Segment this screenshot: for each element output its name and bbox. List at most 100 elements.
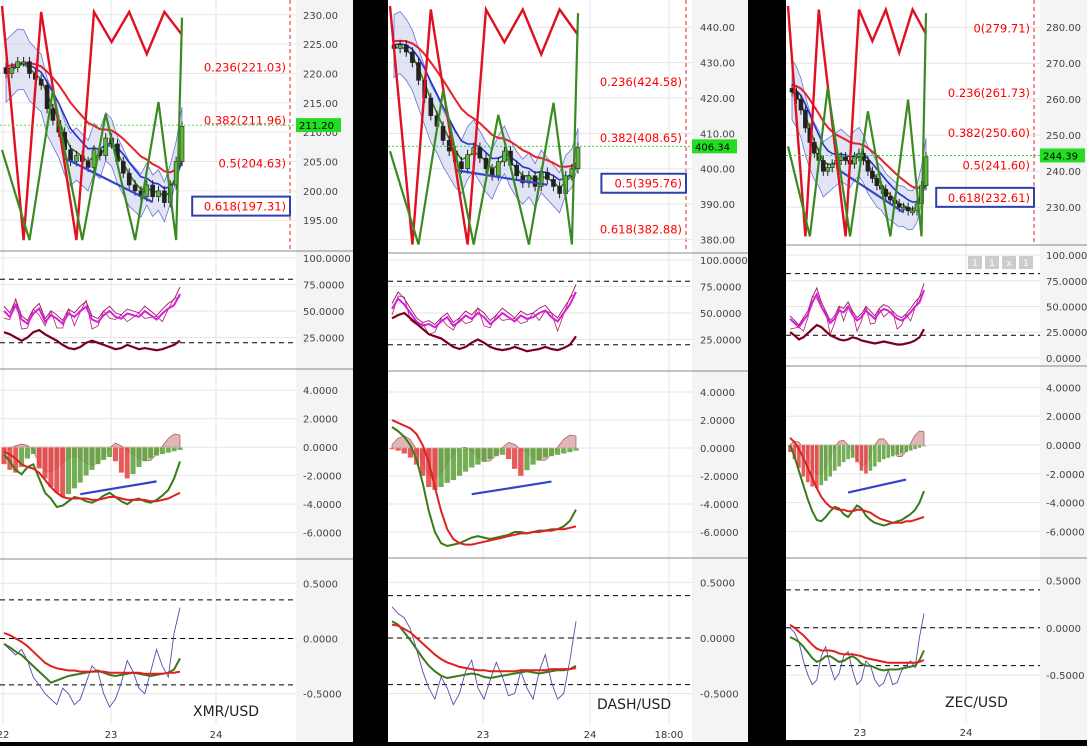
candle-body	[820, 160, 826, 172]
macd-histogram-bar	[837, 444, 842, 467]
candle-body	[410, 51, 415, 63]
ema-red-line	[5, 61, 183, 174]
price-pane: 440.00 430.00 420.00 410.00 400.00 390.00 380.…	[388, 5, 737, 247]
price-tick-label: 390.00	[700, 200, 735, 211]
price-axis-background	[1040, 0, 1087, 740]
zigzag-red-line	[786, 5, 928, 237]
macd-tick-label: -2.0000	[700, 472, 739, 483]
zigzag-green-line	[786, 13, 928, 237]
candle-body	[397, 44, 403, 49]
pane-toolbar: 1 1 x 1	[968, 256, 1033, 269]
price-tick-label: 270.00	[1046, 59, 1081, 70]
candle-body	[91, 149, 97, 168]
toolbar-button[interactable]	[1019, 256, 1033, 269]
macd-tick-label: 2.0000	[700, 416, 735, 427]
rsi-slow-line	[789, 323, 925, 346]
macd-tick-label: 4.0000	[303, 386, 338, 397]
macd-histogram-bar	[560, 447, 567, 454]
fib-level-box	[935, 186, 1036, 208]
candle-body	[428, 97, 434, 116]
fib-level-box	[600, 172, 688, 194]
candle-body	[910, 210, 915, 214]
macd-histogram-bar	[395, 447, 402, 451]
fib-level-label: 0.382(250.60)	[948, 126, 1030, 140]
rsi-thin-line-2	[789, 292, 925, 336]
candle-body	[156, 190, 161, 198]
price-tick-label: 400.00	[700, 165, 735, 176]
macd-histogram-bar	[141, 447, 148, 462]
x-tick-label: 24	[584, 730, 597, 741]
macd-histogram-bar	[819, 444, 824, 486]
candle-body	[896, 203, 902, 208]
rsi-tick-label: 0.0000	[1046, 354, 1081, 365]
rsi-thin-line-2	[3, 296, 181, 330]
macd-divergence-line	[80, 480, 157, 496]
macd-histogram-bar	[841, 444, 846, 463]
candle-body	[883, 188, 889, 197]
candle-body	[121, 161, 126, 174]
fib-level-label: 0.236(424.58)	[600, 75, 682, 89]
cmf-tick-label: -0.5000	[700, 690, 739, 701]
last-price-tag	[692, 139, 737, 154]
candle-body	[150, 184, 155, 198]
candle-body	[887, 196, 893, 201]
zigzag-green-line	[388, 13, 580, 245]
cmf-thin-line	[789, 613, 925, 688]
macd-histogram-bar	[904, 444, 909, 453]
ema-red-line	[393, 39, 579, 168]
macd-histogram-bar	[899, 444, 904, 454]
cmf-thin-line	[3, 607, 181, 708]
macd-histogram-bar	[153, 447, 160, 456]
macd-histogram-bar	[468, 447, 475, 468]
macd-histogram-bar	[444, 447, 451, 484]
macd-histogram-bar	[425, 447, 432, 488]
candle-body	[520, 175, 526, 184]
macd-histogram-bar	[48, 447, 54, 488]
rsi-tick-label: 75.0000	[1046, 277, 1087, 288]
macd-histogram-bar	[130, 447, 136, 475]
rsi-tick-label: 100.0000	[1046, 251, 1087, 262]
macd-tick-label: -6.0000	[1046, 527, 1085, 538]
cmf-red-line	[3, 632, 181, 675]
candle-body	[179, 125, 185, 162]
last-price-tag	[1040, 148, 1085, 163]
macd-divergence-line	[847, 478, 907, 494]
price-tick-label: 380.00	[700, 236, 735, 247]
rsi-slow-line	[3, 328, 181, 352]
macd-histogram-bar	[493, 447, 500, 457]
macd-histogram-bar	[828, 444, 833, 477]
rsi-slow-line	[391, 311, 577, 353]
macd-pane: 4.0000 2.0000 0.0000 -2.0000 -4.0000 -6.0000	[786, 383, 1085, 538]
candle-body	[15, 61, 21, 68]
macd-histogram-bar	[881, 444, 886, 460]
macd-pane: 4.0000 2.0000 0.0000 -2.0000 -4.0000 -6.0000	[0, 386, 342, 540]
price-pane: 230.00 225.00 220.00 215.00 210.00 205.00 200.…	[0, 5, 341, 241]
macd-histogram-bar	[401, 447, 408, 454]
rsi-tick-label: 25.0000	[700, 336, 741, 347]
candle-body	[545, 171, 550, 180]
candle-body	[532, 175, 538, 187]
candle-body	[38, 79, 44, 86]
rsi-pane: 100.0000 75.0000 50.0000 25.0000	[0, 254, 351, 352]
x-tick-label: 22	[0, 730, 9, 741]
price-tick-label: 440.00	[700, 23, 735, 34]
macd-histogram-bar	[523, 447, 530, 471]
rsi-tick-label: 75.0000	[303, 281, 344, 292]
fib-level-label: 0.236(261.73)	[948, 86, 1030, 100]
macd-histogram-bar	[868, 444, 873, 472]
candle-body	[416, 62, 421, 81]
toolbar-button[interactable]	[985, 256, 999, 269]
macd-pane: 4.0000 2.0000 0.0000 -2.0000 -4.0000 -6.0000	[388, 388, 739, 548]
candle-body	[21, 61, 26, 65]
zigzag-red-line	[388, 5, 579, 245]
cmf-pane: 0.5000 0.0000 -0.5000	[786, 576, 1085, 688]
toolbar-button[interactable]	[1002, 256, 1016, 269]
price-tick-label: 195.00	[303, 216, 338, 227]
toolbar-button[interactable]	[968, 256, 982, 269]
candle-body	[870, 170, 875, 179]
macd-histogram-bar	[24, 447, 31, 459]
macd-histogram-bar	[823, 444, 828, 482]
macd-histogram-bar	[456, 447, 463, 477]
